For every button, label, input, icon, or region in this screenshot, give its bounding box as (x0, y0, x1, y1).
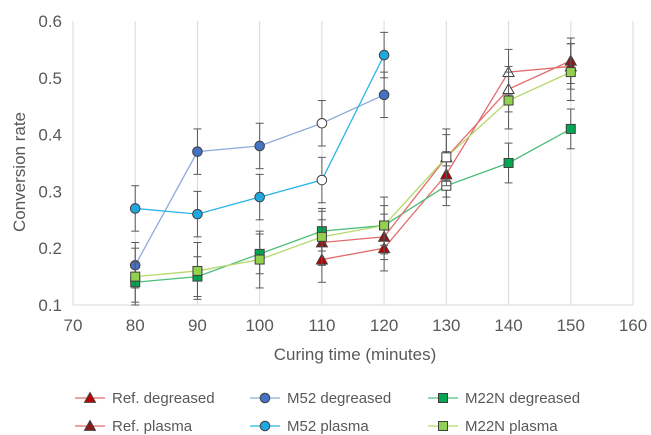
legend: Ref. degreased M52 degreased M22N degrease… (75, 390, 580, 435)
y-axis-title: Conversion rate (10, 112, 29, 232)
data-point (316, 174, 328, 186)
data-point (254, 191, 265, 203)
data-point (378, 49, 390, 61)
x-tick-label: 90 (188, 316, 207, 335)
data-point (503, 158, 514, 168)
x-tick-label: 140 (494, 316, 522, 335)
legend-item: M52 plasma (250, 418, 369, 435)
y-tick-label: 0.1 (38, 296, 62, 315)
plot-area (129, 31, 578, 306)
x-tick-label: 80 (126, 316, 145, 335)
data-point (316, 117, 328, 129)
data-point (378, 89, 390, 101)
data-point (129, 203, 141, 214)
legend-marker (438, 393, 448, 403)
data-point (192, 265, 203, 276)
series-m22n-plasma (130, 43, 576, 306)
legend-marker (259, 392, 271, 404)
data-point (254, 254, 265, 265)
legend-item: Ref. degreased (75, 390, 215, 407)
axes (72, 21, 633, 306)
series-m52-degreased (129, 71, 390, 289)
data-point (192, 146, 203, 157)
legend-label: Ref. degreased (112, 390, 215, 407)
data-point (254, 140, 265, 152)
y-tick-label: 0.4 (38, 126, 62, 145)
series-line (135, 128, 572, 283)
data-point (565, 123, 576, 134)
y-tick-label: 0.2 (38, 239, 62, 258)
data-point (130, 271, 141, 282)
x-tick-label: 70 (64, 316, 83, 335)
legend-item: Ref. plasma (75, 418, 193, 435)
x-tick-label: 130 (432, 316, 460, 335)
series-m52-plasma (129, 31, 390, 238)
x-axis-title: Curing time (minutes) (274, 345, 437, 364)
y-tick-label: 0.5 (38, 69, 62, 88)
legend-label: M22N plasma (465, 418, 558, 435)
legend-label: M52 plasma (287, 418, 369, 435)
legend-label: Ref. plasma (112, 418, 193, 435)
legend-label: M22N degreased (465, 390, 580, 407)
legend-label: M52 degreased (287, 390, 391, 407)
x-tick-label: 120 (370, 316, 398, 335)
legend-marker (259, 420, 271, 432)
x-tick-label: 160 (619, 316, 647, 335)
data-point (316, 231, 327, 242)
series-line (135, 71, 572, 278)
x-tick-labels: 70 80 90 100 110 120 130 140 150 160 (64, 316, 648, 335)
data-point (192, 208, 203, 220)
legend-item: M52 degreased (250, 390, 391, 407)
x-tick-label: 100 (245, 316, 273, 335)
data-point (379, 220, 390, 231)
data-point (503, 95, 514, 106)
y-tick-labels: 0.1 0.2 0.3 0.4 0.5 0.6 (38, 12, 62, 315)
legend-marker (83, 391, 97, 403)
legend-marker (438, 421, 448, 431)
data-point (565, 67, 576, 78)
x-tick-label: 150 (557, 316, 585, 335)
y-tick-label: 0.6 (38, 12, 62, 31)
legend-marker (83, 419, 97, 431)
legend-item: M22N degreased (428, 390, 580, 407)
data-point (441, 152, 452, 163)
legend-item: M22N plasma (428, 418, 558, 435)
x-tick-label: 110 (308, 316, 335, 335)
y-tick-label: 0.3 (38, 182, 62, 201)
